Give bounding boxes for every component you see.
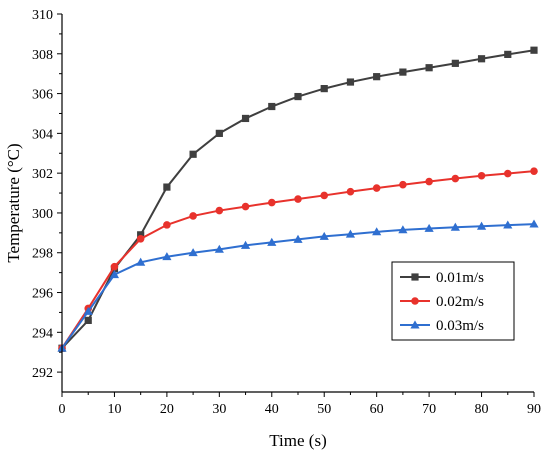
data-point bbox=[268, 102, 276, 111]
data-point bbox=[110, 262, 119, 271]
data-point bbox=[136, 257, 146, 266]
x-tick-label: 60 bbox=[370, 402, 384, 417]
data-point bbox=[504, 50, 512, 58]
x-tick-label: 90 bbox=[527, 402, 541, 417]
y-tick-label: 308 bbox=[32, 48, 53, 63]
y-tick-label: 306 bbox=[32, 88, 53, 103]
x-tick-label: 0 bbox=[59, 402, 66, 417]
data-point bbox=[109, 270, 120, 279]
data-point bbox=[477, 171, 486, 180]
data-point bbox=[320, 191, 329, 200]
data-point bbox=[346, 78, 355, 86]
data-point bbox=[137, 231, 145, 239]
data-point bbox=[451, 174, 460, 183]
data-point bbox=[425, 64, 433, 72]
y-tick-label: 296 bbox=[32, 287, 53, 302]
legend-marker bbox=[410, 320, 420, 329]
legend-marker bbox=[411, 273, 419, 281]
data-point bbox=[84, 316, 92, 324]
data-point bbox=[372, 184, 381, 192]
data-point bbox=[294, 92, 302, 101]
data-point bbox=[240, 240, 251, 249]
y-tick-label: 294 bbox=[32, 326, 53, 341]
data-point bbox=[398, 225, 408, 234]
legend-label: 0.02m/s bbox=[436, 294, 484, 310]
data-point bbox=[399, 68, 407, 76]
x-tick-label: 30 bbox=[212, 402, 226, 417]
data-point bbox=[424, 223, 434, 232]
x-tick-label: 70 bbox=[422, 402, 436, 417]
data-point bbox=[215, 206, 224, 215]
data-point bbox=[451, 59, 459, 67]
data-point bbox=[163, 221, 171, 229]
data-point bbox=[346, 187, 355, 196]
x-tick-label: 20 bbox=[160, 402, 174, 417]
x-tick-label: 50 bbox=[317, 402, 331, 417]
data-point bbox=[373, 73, 381, 81]
data-point bbox=[503, 220, 513, 229]
data-point bbox=[215, 129, 223, 137]
legend-marker bbox=[411, 297, 419, 305]
x-tick-label: 80 bbox=[475, 402, 489, 417]
data-point bbox=[294, 195, 302, 203]
axes: 0 10 20 30 40 50 60 70 80 90 292 294 296 298 300 302 304… bbox=[4, 8, 541, 450]
data-point bbox=[450, 222, 460, 231]
y-tick-label: 310 bbox=[32, 8, 53, 23]
y-axis-title: Temperature (°C) bbox=[4, 143, 23, 262]
data-point bbox=[214, 244, 224, 253]
data-point bbox=[189, 212, 197, 220]
plot-area bbox=[57, 46, 539, 353]
data-point bbox=[503, 169, 512, 178]
data-point bbox=[399, 180, 407, 189]
data-point bbox=[136, 235, 145, 243]
data-point bbox=[425, 177, 433, 186]
data-point bbox=[476, 221, 487, 230]
x-tick-label: 40 bbox=[265, 402, 279, 417]
data-point bbox=[320, 85, 328, 93]
y-tick-label: 302 bbox=[32, 167, 53, 182]
data-point bbox=[188, 248, 198, 257]
data-point bbox=[241, 114, 250, 123]
data-point bbox=[189, 150, 197, 158]
data-point bbox=[477, 55, 486, 63]
data-point bbox=[163, 183, 171, 191]
data-point bbox=[267, 198, 276, 207]
y-tick-label: 298 bbox=[32, 247, 53, 262]
data-point bbox=[345, 229, 356, 238]
legend-label: 0.03m/s bbox=[436, 318, 484, 334]
data-point bbox=[372, 227, 382, 236]
x-axis-title: Time (s) bbox=[269, 431, 326, 450]
data-point bbox=[293, 234, 303, 243]
data-point bbox=[267, 237, 277, 246]
data-point bbox=[530, 46, 538, 54]
y-tick-label: 304 bbox=[32, 127, 53, 142]
y-tick-label: 292 bbox=[32, 366, 53, 381]
data-point bbox=[530, 167, 538, 175]
data-point bbox=[241, 202, 250, 211]
data-point bbox=[529, 219, 539, 228]
legend: 0.01m/s 0.02m/s 0.03m/s bbox=[391, 261, 515, 341]
legend-label: 0.01m/s bbox=[436, 270, 484, 286]
data-point bbox=[162, 252, 172, 261]
y-tick-label: 300 bbox=[32, 207, 53, 222]
x-tick-label: 10 bbox=[107, 402, 121, 417]
data-point bbox=[83, 306, 93, 315]
data-point bbox=[319, 231, 329, 240]
